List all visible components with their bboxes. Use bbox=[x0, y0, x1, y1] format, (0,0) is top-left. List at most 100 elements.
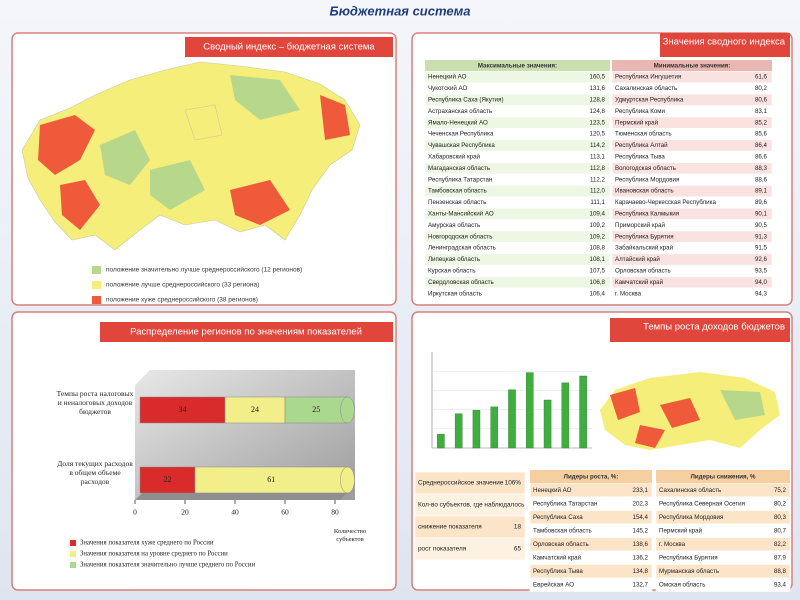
table-cell: Кол-во субъектов, где наблюдалось bbox=[418, 501, 525, 509]
table-cell: Орловская область bbox=[533, 541, 589, 548]
x-tick-label: 80 bbox=[331, 508, 339, 517]
table-cell: 91,5 bbox=[755, 245, 768, 252]
x-tick-label: 0 bbox=[133, 508, 137, 517]
table-cell: 128,8 bbox=[590, 97, 606, 104]
table-cell: Астраханская область bbox=[428, 108, 492, 115]
table-cell: Среднероссийское значение bbox=[418, 479, 504, 487]
table-row bbox=[655, 577, 791, 592]
panel-header bbox=[100, 322, 393, 342]
bar bbox=[561, 382, 570, 449]
table-cell: Республика Алтай bbox=[615, 142, 668, 149]
table-cell: Омская область bbox=[659, 581, 705, 588]
table-cell: 120,5 bbox=[590, 131, 606, 138]
table-cell: 88,3 bbox=[755, 165, 768, 172]
bar bbox=[454, 413, 463, 449]
table-cell: Карачаево-Черкесская Республика bbox=[615, 199, 716, 206]
table-title: Лидеры роста, %: bbox=[564, 473, 619, 480]
table-cell: Республика Тыва bbox=[533, 568, 583, 575]
bar-segment bbox=[194, 466, 348, 494]
table-cell: Хабаровский край bbox=[428, 154, 481, 161]
table-cell: Республика Калмыкия bbox=[615, 211, 679, 218]
table-cell: 80,3 bbox=[774, 514, 787, 521]
table-cell: Амурская область bbox=[428, 222, 480, 229]
table-row bbox=[611, 287, 773, 300]
table-cell: 233,1 bbox=[633, 487, 649, 494]
table-cell: 131,6 bbox=[590, 85, 606, 92]
table-cell: Тюменская область bbox=[615, 131, 672, 138]
table-cell: Чеченская Республика bbox=[428, 131, 494, 138]
table-cell: 91,3 bbox=[755, 233, 768, 240]
table-cell: 108,8 bbox=[590, 245, 606, 252]
table-cell: 113,1 bbox=[590, 154, 606, 161]
panel-title: Темпы роста доходов бюджетов bbox=[643, 322, 785, 333]
table-cell: 93,5 bbox=[755, 268, 768, 275]
table-cell: Республика Татарстан bbox=[428, 176, 492, 183]
legend-label: Значения показателя значительно лучше ср… bbox=[80, 562, 256, 569]
table-cell: Республика Бурятия bbox=[615, 233, 674, 240]
table-cell: 112,0 bbox=[590, 188, 606, 195]
table-cell: Тамбовская область bbox=[428, 188, 487, 195]
legend-swatch bbox=[70, 562, 76, 568]
table-cell: Республика Коми bbox=[615, 108, 666, 115]
table-title: Максимальные значения: bbox=[478, 62, 557, 69]
legend-swatch bbox=[92, 296, 101, 304]
panel-title: Значения сводного индекса bbox=[663, 37, 786, 48]
table-row bbox=[529, 577, 653, 592]
table-header bbox=[656, 470, 790, 484]
bar-segment bbox=[284, 396, 348, 424]
table-cell: Орловская область bbox=[615, 268, 671, 275]
table-cell: 124,8 bbox=[590, 108, 606, 115]
bar bbox=[437, 434, 445, 449]
table-cell: 109,4 bbox=[590, 211, 606, 218]
x-tick-label: 60 bbox=[281, 508, 289, 517]
bar bbox=[508, 389, 516, 449]
table-cell: 93,4 bbox=[774, 581, 787, 588]
x-axis-label: Количество субъектов bbox=[334, 528, 366, 543]
table-cell: 154,4 bbox=[633, 514, 649, 521]
table-cell: Свердловская область bbox=[428, 279, 494, 286]
table-cell: Республика Тыва bbox=[615, 154, 665, 161]
data-label: 24 bbox=[251, 405, 259, 414]
table-cell: 90,1 bbox=[755, 211, 768, 218]
table-cell: 136,2 bbox=[633, 554, 649, 561]
table-cell: 132,7 bbox=[633, 581, 649, 588]
table-cell: 92,6 bbox=[755, 256, 768, 263]
table-cell: Приморский край bbox=[615, 222, 666, 229]
table-cell: Иркутская область bbox=[428, 290, 482, 297]
data-label: 25 bbox=[312, 405, 320, 414]
legend-swatch bbox=[92, 281, 101, 289]
table-title: Минимальные значения: bbox=[654, 62, 731, 69]
table-cell: 109,2 bbox=[590, 233, 606, 240]
table-cell: 108,1 bbox=[590, 256, 606, 263]
table-cell: Республика Бурятия bbox=[659, 554, 718, 561]
table-cell: 134,8 bbox=[633, 568, 649, 575]
panel-header bbox=[610, 318, 790, 342]
table-cell: 90,5 bbox=[755, 222, 768, 229]
table-cell: 145,2 bbox=[633, 527, 649, 534]
table-cell: Магаданская область bbox=[428, 165, 490, 172]
table-cell: Ямало-Ненецкий АО bbox=[428, 119, 488, 126]
bar-cap bbox=[340, 396, 355, 424]
bar bbox=[490, 406, 498, 449]
table-cell: 82,2 bbox=[774, 541, 787, 548]
table-cell: 112,2 bbox=[590, 176, 606, 183]
table-cell: Ненецкий АО bbox=[428, 74, 467, 81]
table-header bbox=[612, 60, 772, 72]
table-cell: Камчатский край bbox=[615, 279, 664, 286]
table-cell: Пермский край bbox=[659, 527, 703, 534]
table-cell: 85,2 bbox=[755, 119, 768, 126]
table-cell: Алтайский край bbox=[615, 256, 660, 263]
table-cell: Еврейская АО bbox=[533, 581, 574, 588]
table-cell: 85,6 bbox=[755, 131, 768, 138]
bar-segment bbox=[139, 396, 226, 424]
table-cell: 80,2 bbox=[774, 500, 787, 507]
table-cell: Ленинградская область bbox=[428, 245, 496, 252]
table-cell: г. Москва bbox=[659, 541, 686, 548]
bar bbox=[579, 375, 587, 449]
table-cell: Сахалинская область bbox=[659, 487, 721, 494]
table-cell: г. Москва bbox=[615, 290, 642, 297]
table-cell: 106,4 bbox=[590, 290, 606, 297]
x-tick-label: 40 bbox=[231, 508, 239, 517]
table-title: Лидеры снижения, % bbox=[690, 473, 756, 480]
